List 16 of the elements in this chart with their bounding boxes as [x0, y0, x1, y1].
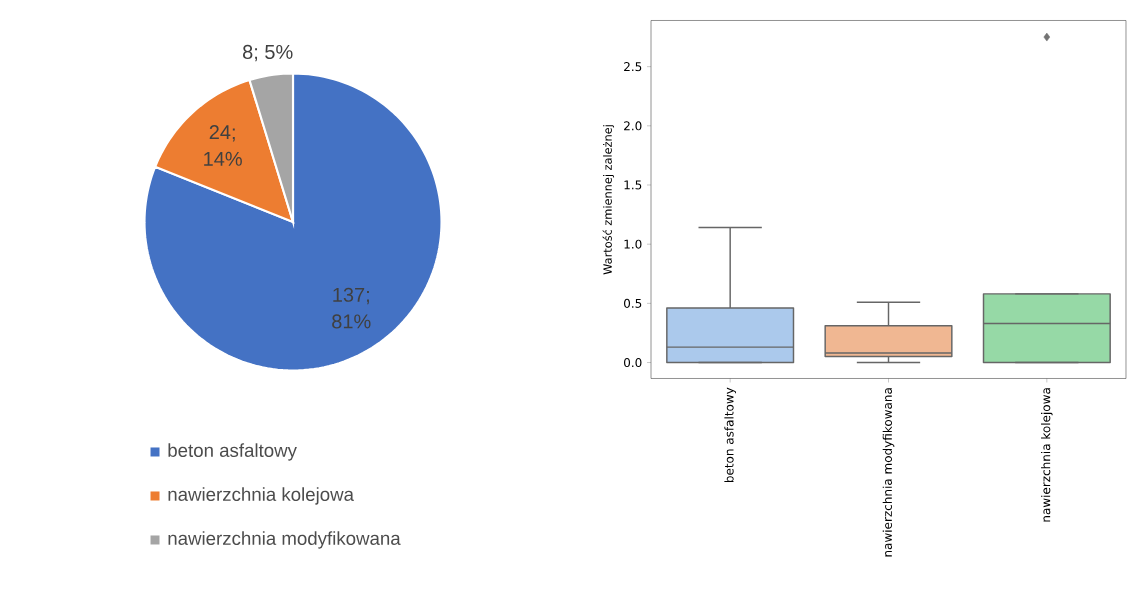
legend-label: nawierzchnia kolejowa [168, 487, 354, 505]
data-label: 24; 14% [204, 125, 242, 166]
y-tick-label: 1.0 [624, 239, 642, 249]
x-tick-label: nawierzchnia kolejowa [1041, 388, 1053, 522]
x-tick-label: nawierzchnia modyfikowana [882, 388, 895, 557]
y-tick-label: 0.5 [624, 298, 642, 308]
legend-label: beton asfaltowy [168, 443, 297, 461]
y-tick-label: 2.5 [624, 62, 642, 72]
data-label: 8; 5% [243, 44, 293, 62]
y-tick-label: 2.0 [624, 121, 642, 131]
legend-label: nawierzchnia modyfikowana [168, 531, 401, 549]
y-axis-title: Wartość zmiennej zależnej [602, 125, 615, 275]
y-tick-label: 1.5 [624, 180, 642, 190]
y-tick-label: 0.0 [624, 357, 642, 368]
data-label: 137; 81% [332, 287, 371, 329]
x-tick-label: beton asfaltowy [724, 387, 736, 483]
